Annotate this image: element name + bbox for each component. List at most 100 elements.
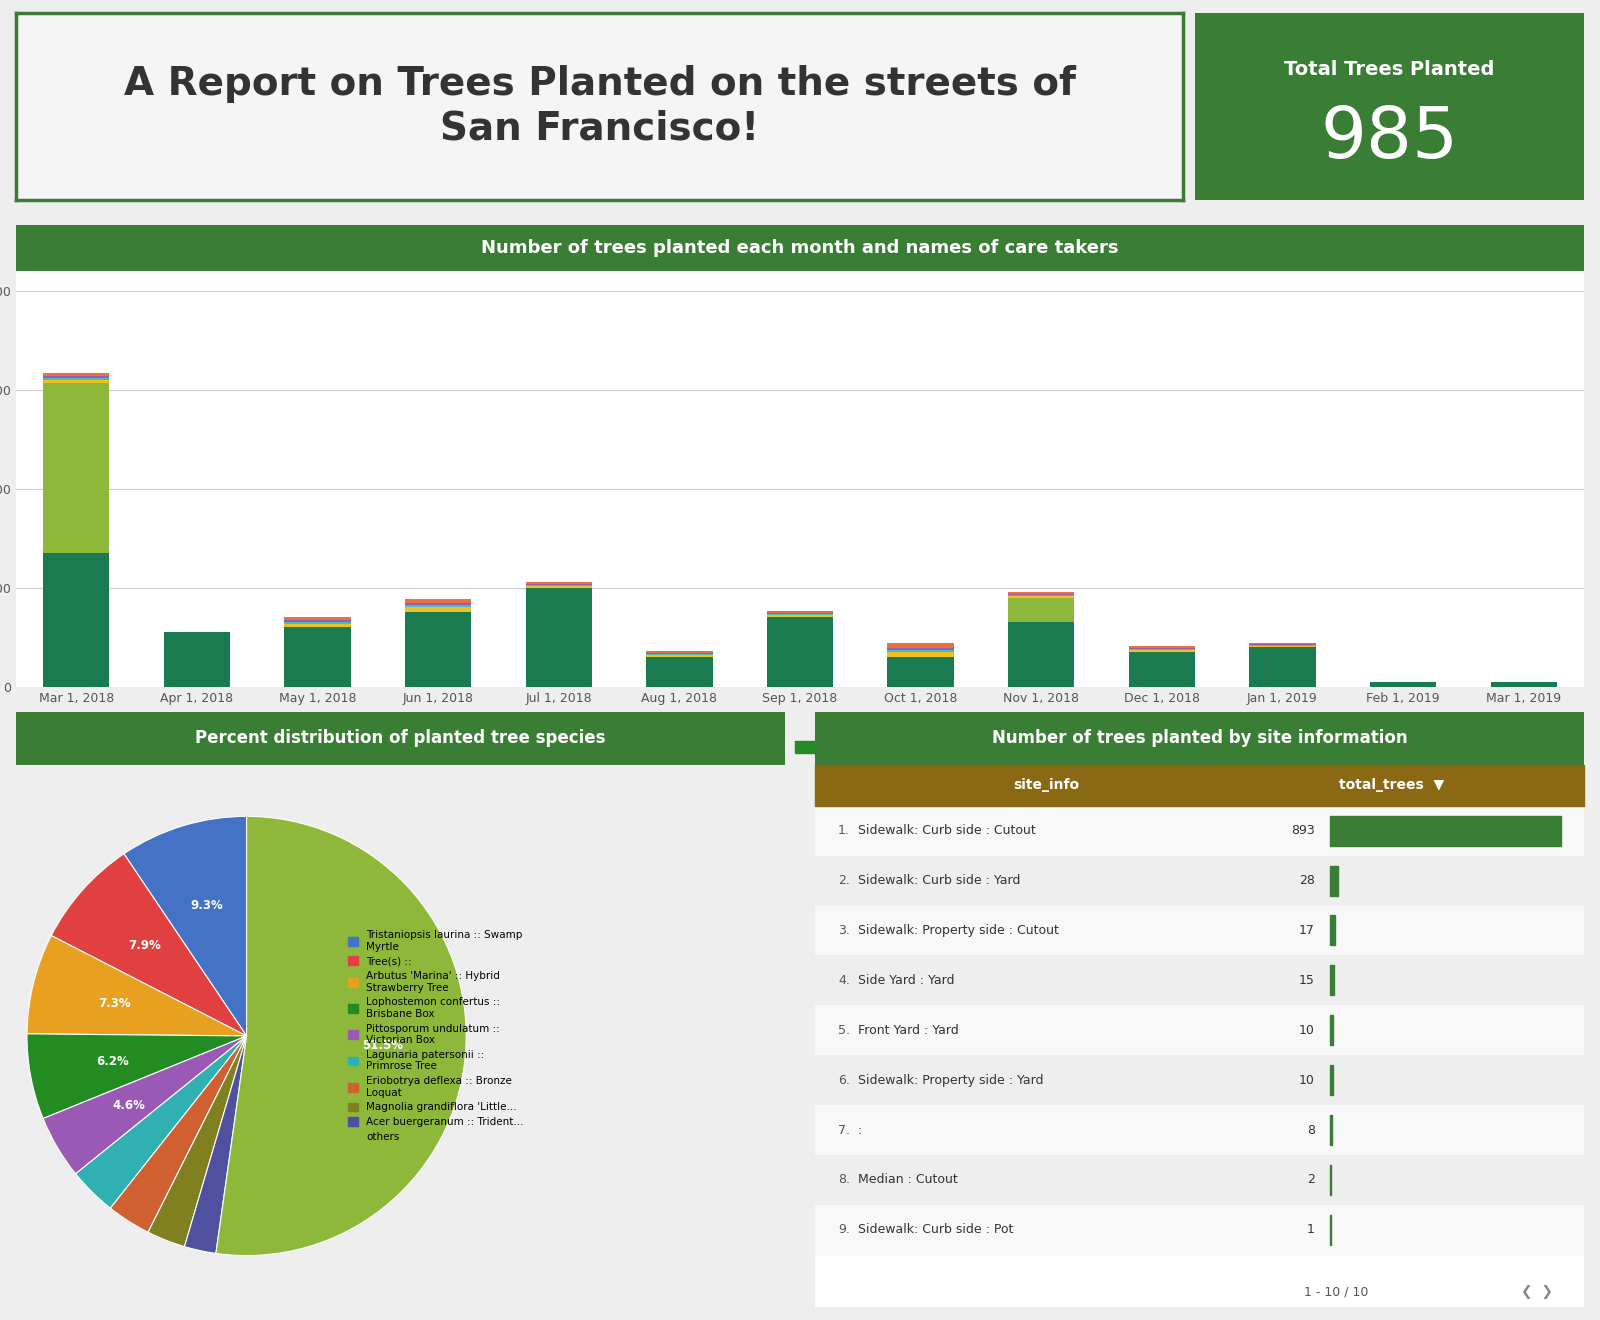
Text: Percent distribution of planted tree species: Percent distribution of planted tree spe…	[195, 730, 605, 747]
Bar	[1330, 1065, 1333, 1096]
Text: 1 - 10 / 10: 1 - 10 / 10	[1304, 1286, 1368, 1299]
Bar	[285, 627, 350, 686]
Text: 1: 1	[1307, 1224, 1315, 1237]
Text: 15: 15	[1299, 974, 1315, 987]
Bar	[888, 649, 954, 652]
Text: 2: 2	[1307, 1173, 1315, 1187]
Text: 6.: 6.	[838, 1073, 850, 1086]
Bar	[816, 805, 1584, 855]
Wedge shape	[123, 816, 246, 1036]
Wedge shape	[216, 816, 466, 1255]
Text: 3.: 3.	[838, 924, 850, 937]
Bar	[405, 603, 472, 606]
Text: ❮  ❯: ❮ ❯	[1522, 1284, 1554, 1299]
Bar	[526, 586, 592, 587]
Bar	[646, 657, 712, 686]
Wedge shape	[27, 936, 246, 1036]
Wedge shape	[110, 1036, 246, 1233]
Bar	[816, 1155, 1584, 1205]
Text: 7.9%: 7.9%	[128, 939, 162, 952]
Text: 2.: 2.	[838, 874, 850, 887]
Legend: Tristaniopsis laurina :: Swamp
Myrtle, Tree(s) ::, Arbutus 'Marina' :: Hybrid
St: Tristaniopsis laurina :: Swamp Myrtle, T…	[344, 925, 528, 1146]
Bar	[816, 855, 1584, 906]
Bar	[526, 587, 592, 686]
Bar	[1250, 647, 1315, 686]
Bar	[1128, 652, 1195, 686]
Bar	[43, 553, 109, 686]
Text: Sidewalk: Curb side : Yard: Sidewalk: Curb side : Yard	[858, 874, 1021, 887]
Text: 5.: 5.	[838, 1024, 850, 1036]
Text: Side Yard : Yard: Side Yard : Yard	[858, 974, 954, 987]
Text: Sidewalk: Property side : Yard: Sidewalk: Property side : Yard	[858, 1073, 1043, 1086]
Text: 4.6%: 4.6%	[114, 1098, 146, 1111]
Bar	[285, 624, 350, 627]
Bar	[816, 956, 1584, 1006]
Bar	[1370, 681, 1437, 686]
Bar	[43, 372, 109, 376]
Bar	[766, 611, 834, 614]
Bar	[405, 598, 472, 603]
Bar	[43, 376, 109, 378]
Bar	[285, 622, 350, 624]
Bar	[1330, 866, 1338, 895]
Bar	[43, 383, 109, 553]
Text: A Report on Trees Planted on the streets of
San Francisco!: A Report on Trees Planted on the streets…	[123, 66, 1075, 148]
Text: 7.: 7.	[838, 1123, 850, 1137]
Text: Median : Cutout: Median : Cutout	[858, 1173, 957, 1187]
Bar	[1330, 916, 1334, 945]
Bar	[888, 648, 954, 649]
Text: 9.3%: 9.3%	[190, 899, 224, 912]
Text: Front Yard : Yard: Front Yard : Yard	[858, 1024, 958, 1036]
Bar	[1128, 645, 1195, 648]
Bar	[1330, 1015, 1333, 1045]
Bar	[526, 582, 592, 583]
Text: 28: 28	[1299, 874, 1315, 887]
Wedge shape	[51, 854, 246, 1036]
Wedge shape	[149, 1036, 246, 1246]
Text: 1.: 1.	[838, 824, 850, 837]
Bar	[43, 380, 109, 383]
Bar	[1330, 965, 1334, 995]
Text: 985: 985	[1320, 104, 1459, 173]
Bar	[816, 1105, 1584, 1155]
Text: Sidewalk: Curb side : Cutout: Sidewalk: Curb side : Cutout	[858, 824, 1035, 837]
Text: Total Trees Planted: Total Trees Planted	[1285, 59, 1494, 79]
Text: 8.: 8.	[838, 1173, 850, 1187]
Text: :: :	[858, 1123, 862, 1137]
Text: 51.5%: 51.5%	[362, 1039, 403, 1052]
Bar	[405, 606, 472, 607]
Legend: Private, DPW, SFUSD, Fire Dept, Office of Mayor, Port, Housing Authority: Private, DPW, SFUSD, Fire Dept, Office o…	[438, 742, 1162, 755]
Bar	[816, 1205, 1584, 1255]
Text: 9.: 9.	[838, 1224, 850, 1237]
Wedge shape	[43, 1036, 246, 1173]
Bar	[766, 615, 834, 618]
Bar	[1008, 622, 1075, 686]
Bar	[888, 643, 954, 648]
Text: Sidewalk: Curb side : Pot: Sidewalk: Curb side : Pot	[858, 1224, 1013, 1237]
Text: 17: 17	[1299, 924, 1315, 937]
Text: Number of trees planted each month and names of care takers: Number of trees planted each month and n…	[482, 239, 1118, 257]
Bar	[1330, 816, 1562, 846]
Wedge shape	[27, 1034, 246, 1118]
Bar	[816, 906, 1584, 956]
Text: 4.: 4.	[838, 974, 850, 987]
Text: site_info: site_info	[1013, 779, 1078, 792]
Bar	[405, 612, 472, 686]
Bar	[1008, 598, 1075, 622]
Bar	[816, 1006, 1584, 1055]
Bar	[1128, 649, 1195, 652]
Bar	[285, 620, 350, 622]
Text: Number of trees planted by site information: Number of trees planted by site informat…	[992, 730, 1408, 747]
Bar	[888, 657, 954, 686]
Bar	[888, 652, 954, 657]
Text: 8: 8	[1307, 1123, 1315, 1137]
Bar	[285, 618, 350, 620]
Bar	[646, 655, 712, 657]
Bar	[816, 766, 1584, 805]
Wedge shape	[75, 1036, 246, 1208]
Bar	[163, 632, 230, 686]
Text: 6.2%: 6.2%	[96, 1055, 130, 1068]
Bar	[1491, 681, 1557, 686]
Bar	[646, 651, 712, 653]
Bar	[405, 607, 472, 612]
